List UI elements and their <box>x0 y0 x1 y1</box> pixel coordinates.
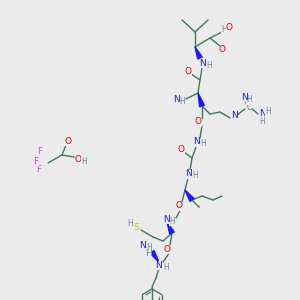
Polygon shape <box>198 93 204 107</box>
Text: N: N <box>241 92 248 101</box>
Text: N: N <box>174 94 180 103</box>
Text: O: O <box>184 67 191 76</box>
Text: F: F <box>38 148 43 157</box>
Text: F: F <box>33 157 39 166</box>
Text: H: H <box>146 250 152 259</box>
Text: H: H <box>169 217 175 226</box>
Text: H: H <box>200 140 206 148</box>
Polygon shape <box>167 222 174 234</box>
Text: H: H <box>192 172 198 181</box>
Text: H: H <box>163 262 169 272</box>
Text: O: O <box>176 202 182 211</box>
Text: O: O <box>164 244 170 253</box>
Text: H: H <box>179 97 185 106</box>
Text: N: N <box>164 214 170 224</box>
Text: H: H <box>259 116 265 125</box>
Text: N: N <box>259 110 266 118</box>
Text: H: H <box>146 244 152 253</box>
Text: H: H <box>221 25 227 34</box>
Text: N: N <box>156 260 162 269</box>
Text: N: N <box>231 110 237 119</box>
Polygon shape <box>150 250 159 262</box>
Text: N: N <box>199 58 206 68</box>
Text: O: O <box>218 46 226 55</box>
Text: N: N <box>184 169 191 178</box>
Text: H: H <box>246 95 252 104</box>
Text: O: O <box>178 145 184 154</box>
Polygon shape <box>185 190 194 201</box>
Text: S: S <box>133 223 139 232</box>
Text: H: H <box>81 157 87 166</box>
Text: N: N <box>193 137 200 146</box>
Text: H: H <box>265 107 271 116</box>
Polygon shape <box>195 47 202 59</box>
Text: O: O <box>64 136 71 146</box>
Text: O: O <box>194 118 202 127</box>
Text: F: F <box>36 166 42 175</box>
Text: C: C <box>246 103 252 112</box>
Text: O: O <box>74 154 82 164</box>
Text: H: H <box>127 218 133 227</box>
Text: N: N <box>140 242 146 250</box>
Text: H: H <box>206 61 212 70</box>
Text: O: O <box>226 22 232 32</box>
